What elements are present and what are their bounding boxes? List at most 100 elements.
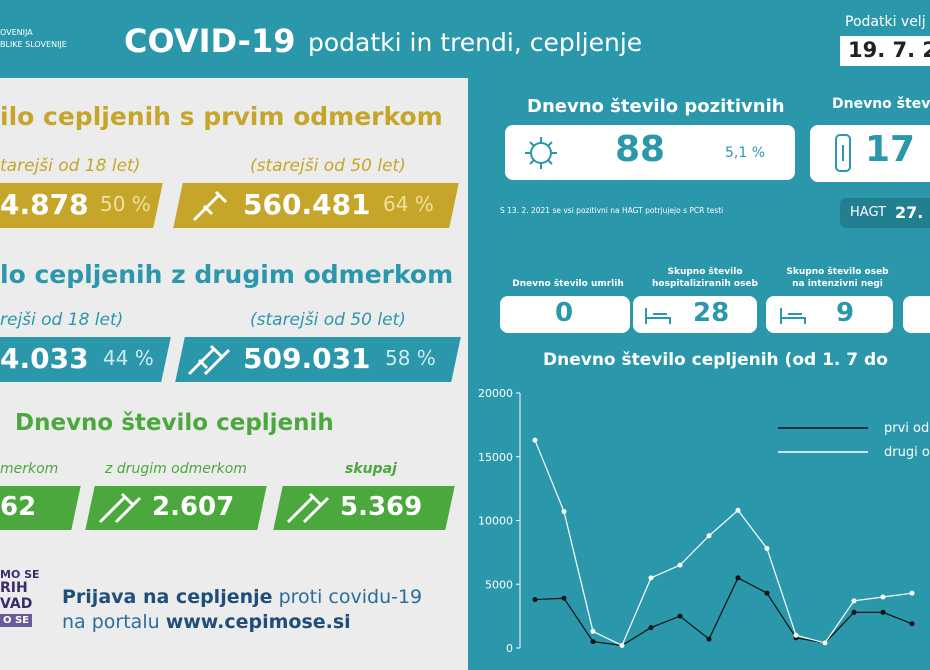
y-tick-label: 20000	[478, 387, 513, 400]
group-label: (starejši od 50 let)	[250, 310, 406, 330]
footer-text: proti covidu-19	[278, 586, 423, 608]
point	[764, 546, 770, 552]
value: 17	[865, 129, 916, 170]
chart: Dnevno število cepljenih (od 1. 7 do 0 50…	[478, 350, 930, 655]
series-line	[534, 439, 913, 647]
syringe-icon	[192, 190, 228, 222]
date: 19. 7. 2	[848, 38, 930, 62]
section-title: Dnevno število cepljenih	[15, 410, 334, 436]
group-label: rejši od 18 let)	[0, 310, 124, 330]
stat-card: 0	[500, 296, 630, 333]
point	[909, 621, 915, 627]
virus-icon	[525, 137, 557, 169]
hagt-value: 27.	[895, 203, 924, 222]
point	[677, 613, 683, 619]
group-label: tarejši od 18 let)	[0, 156, 141, 176]
value: 0	[555, 298, 574, 328]
percent: 50 %	[100, 192, 151, 216]
card: 88 5,1 %	[505, 125, 795, 180]
card: 17	[810, 125, 930, 182]
syringe-icon	[286, 492, 330, 524]
value: 62	[0, 492, 37, 522]
syringe-icon	[98, 492, 142, 524]
group-label: (starejši od 50 let)	[250, 156, 406, 176]
item-label: z drugim odmerkom	[105, 461, 247, 477]
hagt-box: HAGT 27.	[840, 198, 930, 228]
point	[590, 639, 596, 645]
point	[590, 628, 596, 634]
value: 4.033	[0, 342, 89, 375]
point	[822, 640, 828, 646]
point	[648, 575, 654, 581]
point	[764, 590, 770, 596]
item-label: skupaj	[345, 461, 397, 477]
point	[735, 575, 741, 581]
legend-label: prvi od	[884, 421, 929, 436]
footer-text: na portalu	[62, 611, 160, 633]
logo-line: BLIKE SLOVENIJE	[0, 40, 67, 49]
bed-icon	[645, 308, 671, 324]
left-panel: ilo cepljenih s prvim odmerkom tarejši o…	[0, 78, 468, 670]
card-title: Dnevno število pozitivnih	[527, 96, 785, 117]
logo-line: VAD	[0, 596, 33, 612]
value: 2.607	[152, 492, 235, 522]
syringe-icon	[187, 344, 231, 376]
footer-line: na portalu www.cepimose.si	[62, 611, 351, 633]
test-icon	[835, 134, 851, 172]
point	[677, 562, 683, 568]
series-line	[534, 577, 913, 647]
y-tick-label: 10000	[478, 515, 513, 528]
section-title: ilo cepljenih s prvim odmerkom	[0, 102, 443, 131]
hagt-label: HAGT	[850, 205, 886, 220]
y-tick-label: 15000	[478, 451, 513, 464]
valid-label: Podatki velj	[845, 14, 926, 30]
subtitle: podatki in trendi, cepljenje	[308, 28, 643, 57]
point	[561, 595, 567, 601]
footer-url[interactable]: www.cepimose.si	[165, 611, 351, 633]
point	[880, 609, 886, 615]
stat-card	[903, 296, 930, 333]
bed-icon	[780, 308, 806, 324]
value: 509.031	[243, 342, 371, 375]
chart-title: Dnevno število cepljenih (od 1. 7 do	[543, 350, 888, 370]
point	[851, 609, 857, 615]
value: 9	[836, 298, 855, 328]
point	[706, 533, 712, 539]
title: COVID-19	[124, 22, 296, 60]
logo-line: OVENIJA	[0, 28, 33, 37]
y-tick-label: 5000	[485, 578, 513, 591]
value: 5.369	[340, 492, 423, 522]
stat-card: 9	[766, 296, 893, 333]
value: 560.481	[243, 188, 371, 221]
section-title: lo cepljenih z drugim odmerkom	[0, 260, 454, 289]
percent: 44 %	[103, 346, 154, 370]
logo-line: MO SE	[0, 568, 40, 581]
legend-label: drugi o	[884, 445, 930, 460]
stat-label: Skupno število oseb na intenzivni negi	[786, 267, 889, 289]
value: 88	[615, 129, 666, 170]
value: 28	[693, 298, 730, 328]
point	[851, 598, 857, 604]
note: S 13. 2. 2021 se vsi pozitivni na HAGT p…	[500, 206, 724, 215]
point	[793, 632, 799, 638]
percent: 58 %	[385, 346, 436, 370]
point	[561, 509, 567, 515]
point	[532, 597, 538, 603]
card-title: Dnevno števil	[832, 96, 930, 112]
stat-label: Skupno število hospitaliziranih oseb	[652, 267, 758, 289]
footer-line: Prijava na cepljenje proti covidu-19	[62, 586, 422, 608]
point	[706, 636, 712, 642]
percent: 64 %	[383, 192, 434, 216]
point	[648, 625, 654, 631]
footer-bold: Prijava na cepljenje	[62, 586, 273, 608]
percent: 5,1 %	[725, 145, 766, 161]
item-label: merkom	[0, 461, 59, 477]
stat-card: 28	[633, 296, 757, 333]
logo-line: O SE	[0, 614, 33, 627]
value: 4.878	[0, 188, 89, 221]
point	[619, 642, 625, 648]
point	[532, 437, 538, 443]
stat-label: Dnevno število umrlih	[512, 279, 624, 289]
logo-line: RIH	[0, 580, 28, 596]
